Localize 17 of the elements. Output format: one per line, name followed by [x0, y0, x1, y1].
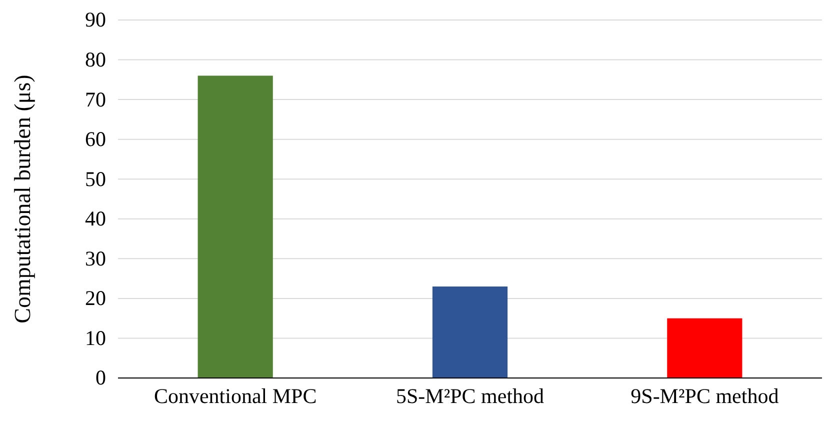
- x-tick-label: 9S-M²PC method: [630, 384, 780, 408]
- x-tick-label: Conventional MPC: [154, 384, 317, 408]
- y-tick-label: 50: [85, 166, 106, 191]
- x-tick-label: 5S-M²PC method: [396, 384, 545, 408]
- bar: [667, 318, 742, 378]
- y-tick-label: 0: [96, 366, 106, 390]
- y-tick-label: 20: [85, 286, 106, 310]
- y-tick-label: 10: [85, 326, 106, 350]
- y-tick-label: 40: [85, 206, 106, 231]
- y-tick-label: 60: [85, 127, 106, 152]
- y-tick-label: 90: [85, 8, 106, 32]
- bar: [198, 76, 273, 378]
- y-tick-label: 30: [85, 246, 106, 270]
- y-tick-label: 70: [85, 87, 106, 112]
- y-axis-title: Computational burden (μs): [10, 74, 35, 324]
- bar: [432, 286, 508, 378]
- y-tick-label: 80: [85, 48, 106, 72]
